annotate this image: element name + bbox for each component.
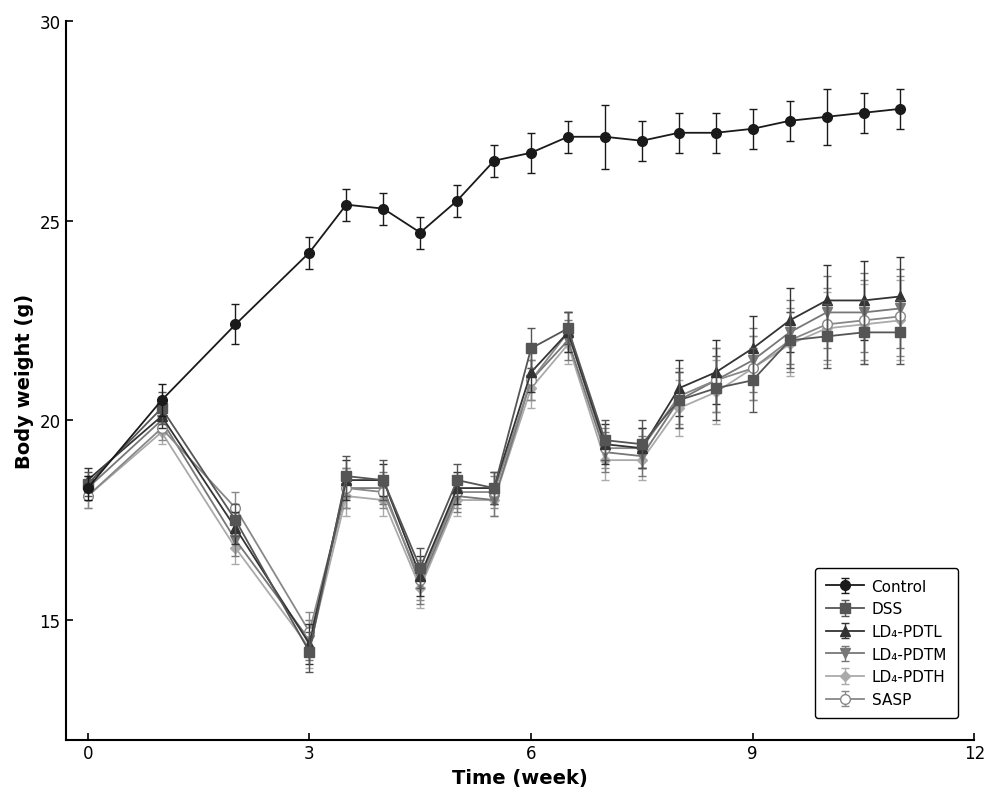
Y-axis label: Body weight (g): Body weight (g) bbox=[15, 294, 34, 468]
Legend: Control, DSS, LD₄-PDTL, LD₄-PDTM, LD₄-PDTH, SASP: Control, DSS, LD₄-PDTL, LD₄-PDTM, LD₄-PD… bbox=[815, 569, 958, 718]
X-axis label: Time (week): Time (week) bbox=[452, 768, 588, 787]
